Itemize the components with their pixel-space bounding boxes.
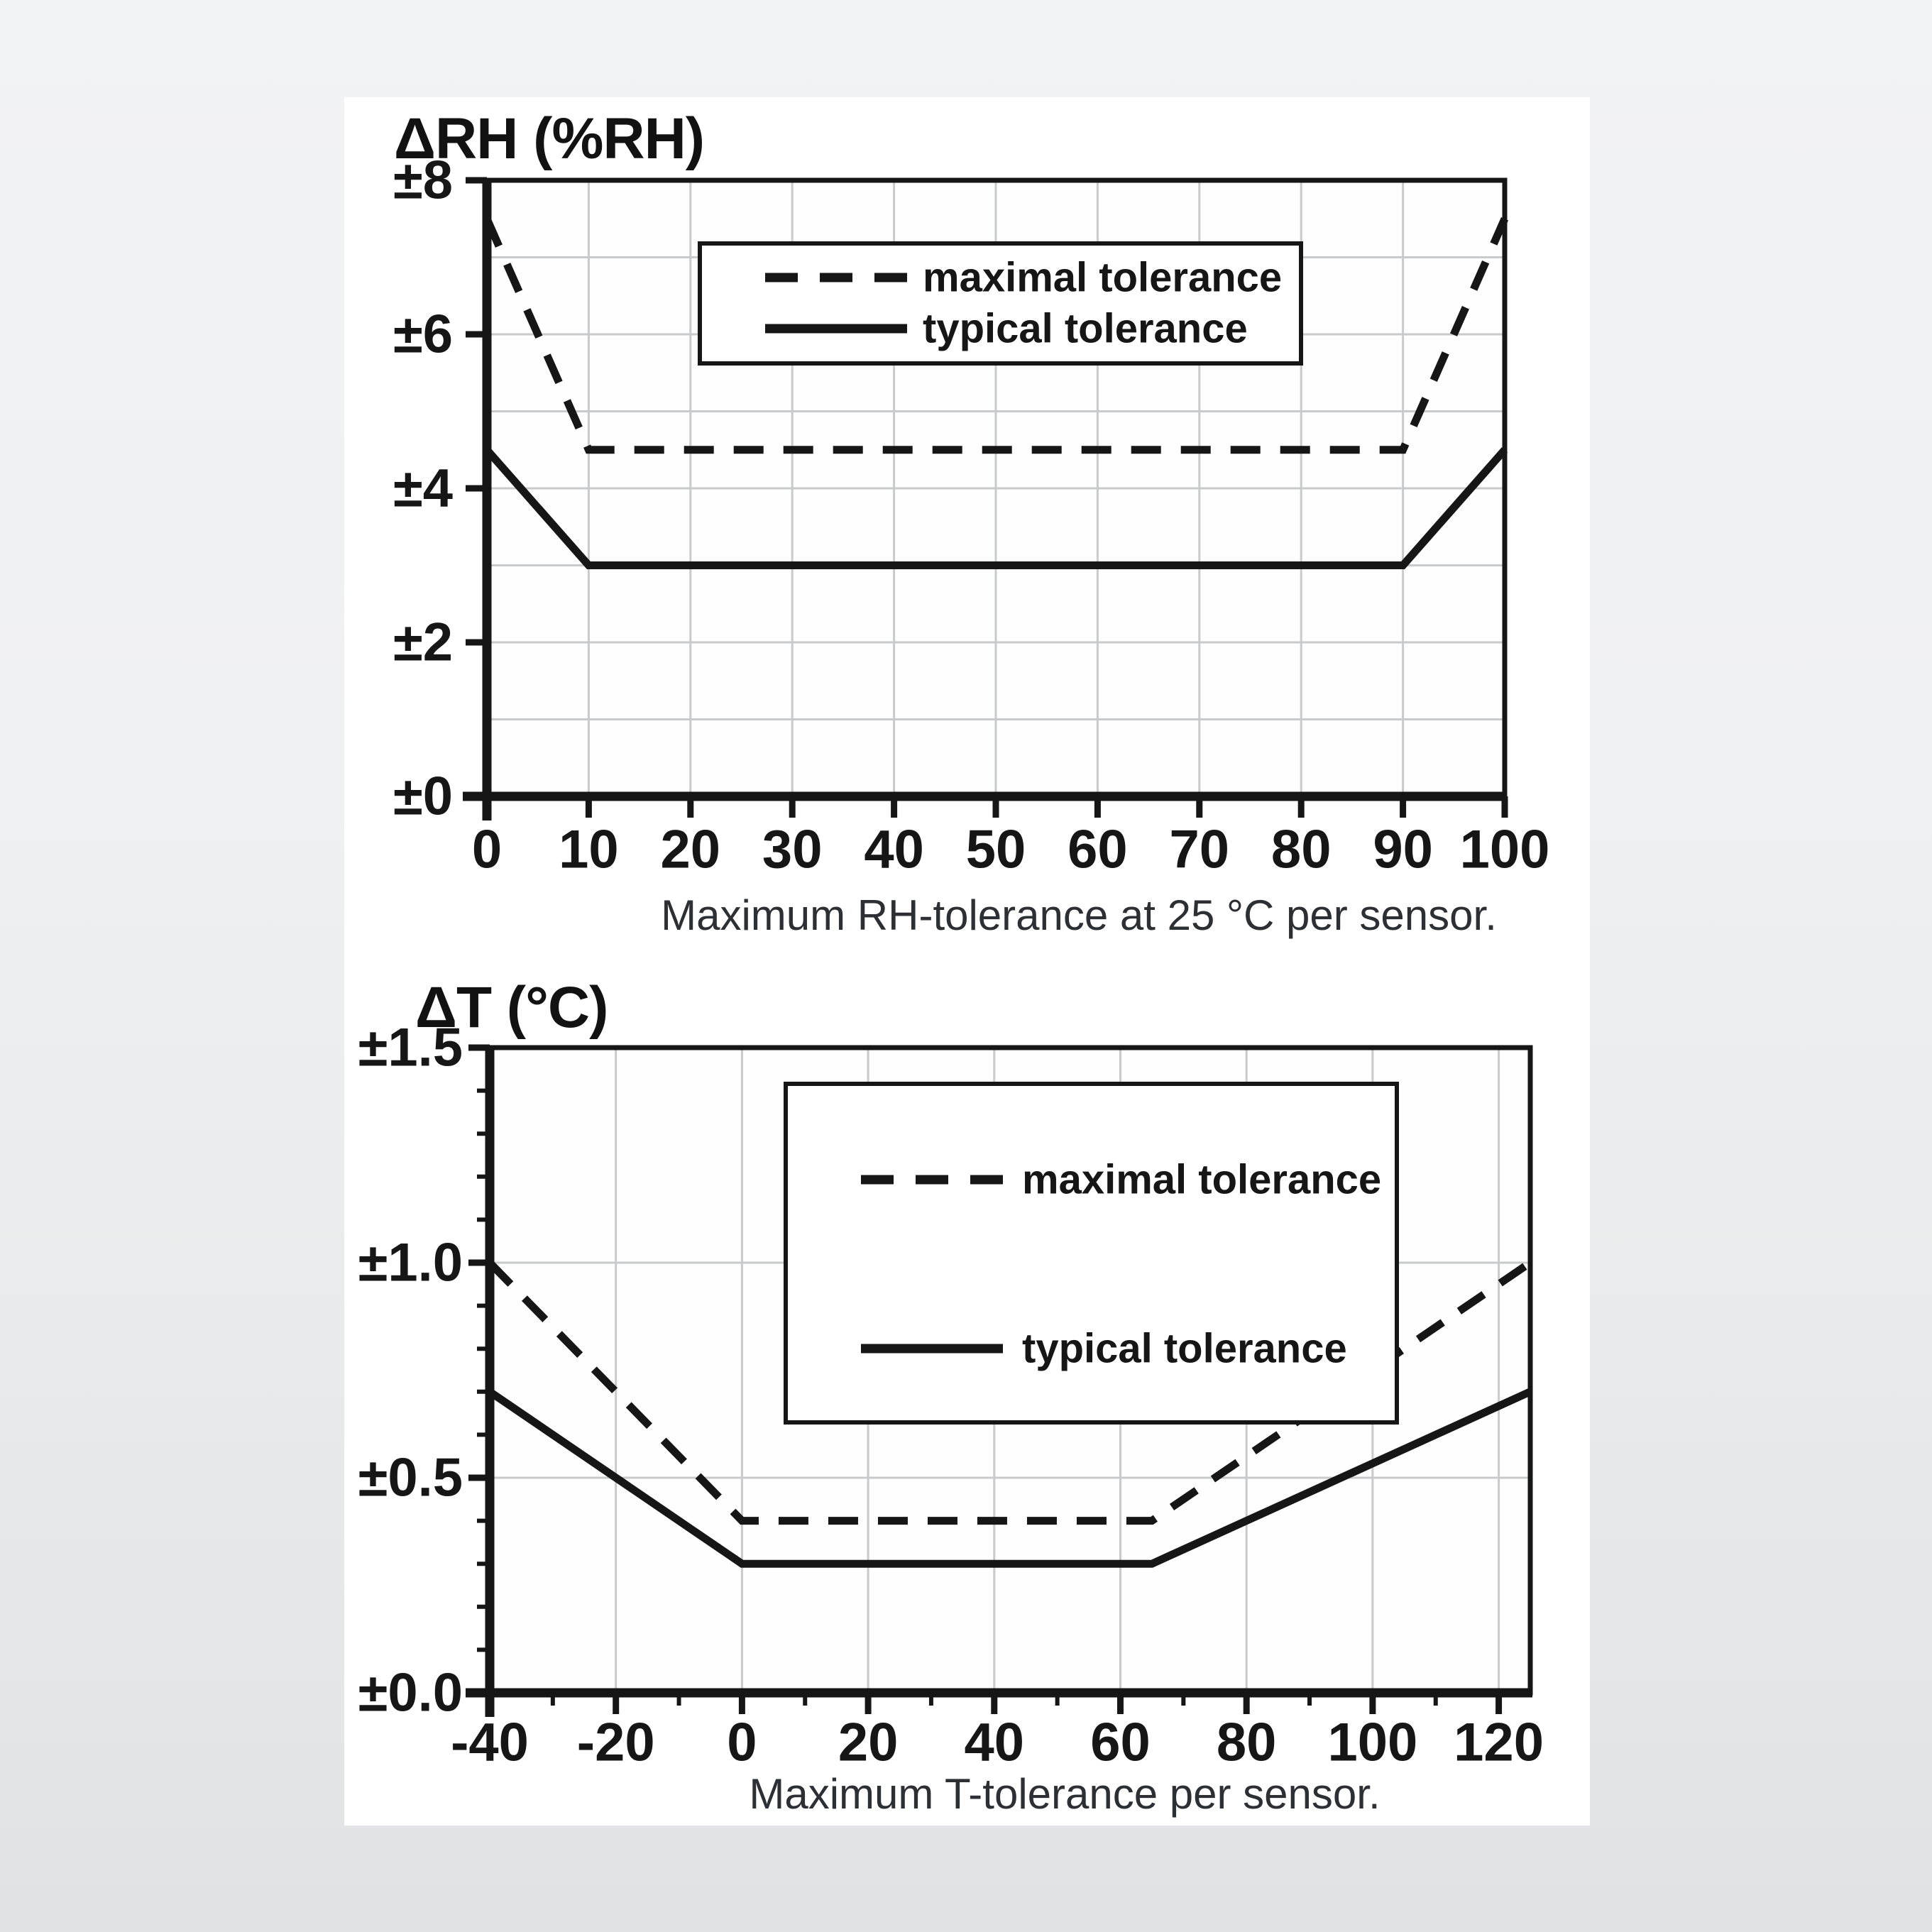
rh-y-tick-label: ±4 xyxy=(393,459,453,519)
rh-x-tick-labels: 0 10 20 30 40 50 60 70 80 90 100 xyxy=(472,820,1550,880)
rh-axes xyxy=(463,178,1507,820)
rh-series-solid xyxy=(483,447,1508,569)
rh-y-tick-label: ±0 xyxy=(393,767,453,827)
t-minor-ticks xyxy=(477,1088,1438,1706)
rh-legend-label: typical tolerance xyxy=(923,306,1248,352)
rh-x-tick-label: 0 xyxy=(472,820,502,880)
t-y-tick-label: ±0.0 xyxy=(358,1663,463,1723)
rh-y-tick-label: ±6 xyxy=(393,304,453,365)
rh-y-tick-label: ±2 xyxy=(393,613,453,673)
rh-x-tick-label: 30 xyxy=(762,820,823,880)
rh-y-tick-label: ±8 xyxy=(393,150,453,211)
t-y-tick-label: ±0.5 xyxy=(358,1448,463,1508)
rh-legend-box xyxy=(698,241,1303,366)
rh-legend: maximal tolerance typical tolerance xyxy=(698,241,1303,366)
tolerance-charts-figure: 0 10 20 30 40 50 60 70 80 90 100 ±0 ±2 ±4 ±6 ±8 maximal … xyxy=(358,150,1550,1773)
t-x-tick-label: 100 xyxy=(1327,1713,1417,1773)
rh-x-tick-label: 80 xyxy=(1271,820,1332,880)
rh-x-tick-label: 70 xyxy=(1170,820,1230,880)
rh-x-tick-label: 90 xyxy=(1373,820,1433,880)
t-x-tick-label: 40 xyxy=(965,1713,1025,1773)
t-chart-caption: Maximum T-tolerance per sensor. xyxy=(749,1770,1381,1818)
t-chart-title: ΔT (°C) xyxy=(415,975,608,1040)
rh-chart: 0 10 20 30 40 50 60 70 80 90 100 ±0 ±2 ±4 ±6 ±8 maximal … xyxy=(393,150,1549,880)
t-legend-box xyxy=(784,1082,1399,1425)
rh-major-ticks xyxy=(466,177,1508,818)
t-x-tick-label: 20 xyxy=(838,1713,899,1773)
t-y-tick-labels: ±0.0 ±0.5 ±1.0 ±1.5 xyxy=(358,1018,463,1723)
t-x-tick-label: -40 xyxy=(451,1713,529,1773)
rh-chart-caption: Maximum RH-tolerance at 25 °C per sensor… xyxy=(661,891,1497,939)
rh-x-tick-label: 60 xyxy=(1067,820,1128,880)
t-y-tick-label: ±1.0 xyxy=(358,1233,463,1293)
t-legend-label: typical tolerance xyxy=(1022,1326,1347,1372)
t-chart: -40 -20 0 20 40 60 80 100 120 ±0.0 ±0.5 ±1.0 ±1.5 max… xyxy=(358,1018,1544,1773)
rh-x-tick-label: 20 xyxy=(661,820,721,880)
rh-legend-label: maximal tolerance xyxy=(923,255,1282,301)
rh-chart-title: ΔRH (%RH) xyxy=(394,106,705,171)
t-x-tick-label: 60 xyxy=(1090,1713,1151,1773)
t-series-solid xyxy=(487,1388,1532,1568)
figure-panel: 0 10 20 30 40 50 60 70 80 90 100 ±0 ±2 ±4 ±6 ±8 maximal … xyxy=(344,97,1590,1826)
t-x-tick-label: 80 xyxy=(1217,1713,1277,1773)
t-x-tick-labels: -40 -20 0 20 40 60 80 100 120 xyxy=(451,1713,1544,1773)
rh-x-tick-label: 50 xyxy=(966,820,1026,880)
t-y-tick-label: ±1.5 xyxy=(358,1018,463,1078)
rh-x-tick-label: 10 xyxy=(559,820,619,880)
t-x-tick-label: 120 xyxy=(1454,1713,1544,1773)
rh-x-tick-label: 100 xyxy=(1460,820,1550,880)
rh-x-tick-label: 40 xyxy=(864,820,924,880)
t-legend-label: maximal tolerance xyxy=(1022,1157,1381,1203)
t-x-tick-label: -20 xyxy=(577,1713,655,1773)
t-legend: maximal tolerance typical tolerance xyxy=(784,1082,1399,1425)
rh-y-tick-labels: ±0 ±2 ±4 ±6 ±8 xyxy=(393,150,453,827)
t-major-ticks xyxy=(468,1044,1503,1714)
rh-series-dashed xyxy=(483,217,1509,454)
t-x-tick-label: 0 xyxy=(727,1713,757,1773)
